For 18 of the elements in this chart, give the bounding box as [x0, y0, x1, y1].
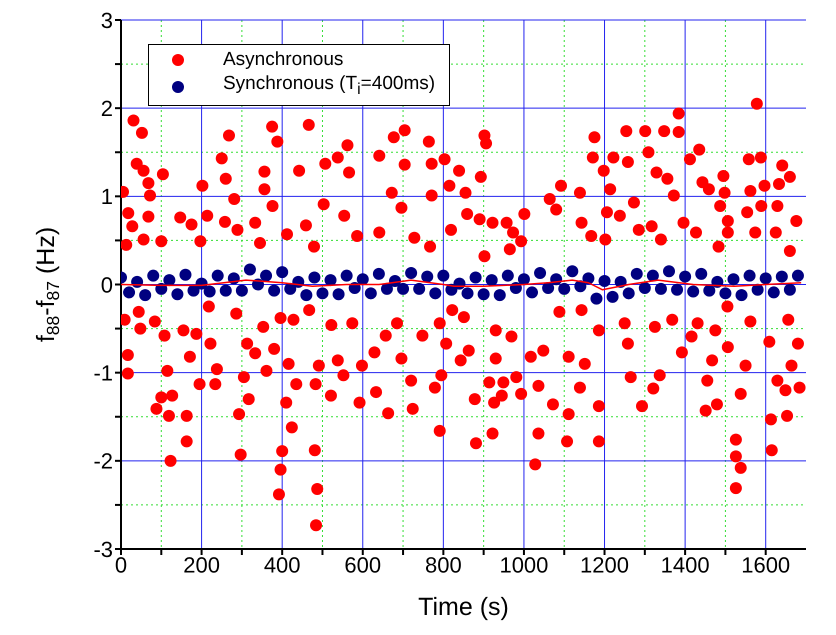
legend-label: Synchronous (T$_{i}$=400ms)	[223, 72, 436, 100]
x-tick-label: 1000	[499, 552, 548, 578]
legend-label: Asynchronous	[223, 48, 344, 72]
x-tick-label: 1200	[580, 552, 630, 578]
y-tick-label: -1	[93, 360, 113, 386]
x-tick-label: 1400	[660, 552, 710, 578]
x-tick-label: 600	[344, 552, 382, 578]
y-tick-label: 2	[100, 96, 113, 121]
y-tick-label: 3	[100, 8, 113, 33]
y-tick-label: 0	[100, 272, 113, 298]
x-tick-label: 400	[264, 552, 301, 578]
x-axis-title: Time (s)	[418, 593, 509, 621]
y-tick-label: 1	[100, 184, 113, 210]
x-tick-label: 800	[424, 552, 462, 578]
x-tick-label: 200	[183, 552, 220, 578]
y-tick-label: -3	[93, 536, 113, 562]
x-tick-label: 1600	[741, 552, 790, 578]
y-tick-label: -2	[93, 448, 113, 474]
